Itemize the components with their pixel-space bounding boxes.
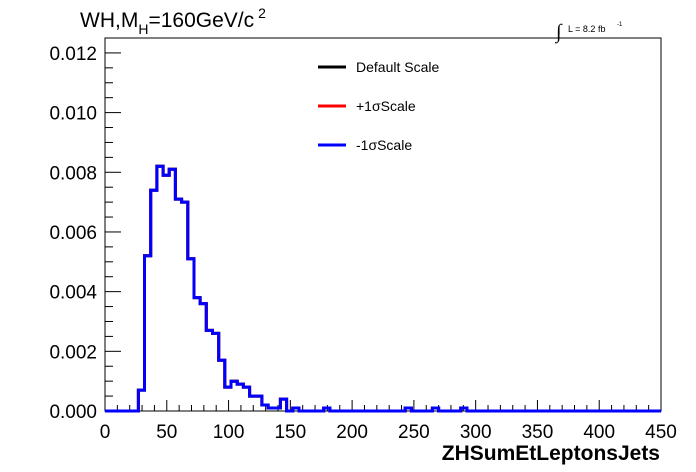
y-tick-label: 0.008 — [49, 163, 97, 184]
y-tick-label: 0.000 — [49, 402, 97, 423]
legend: Default Scale +1σScale -1σScale — [318, 59, 439, 153]
x-tick-label: 250 — [398, 422, 430, 443]
luminosity-text: L = 8.2 fb — [568, 24, 605, 34]
title-subscript: H — [138, 21, 148, 37]
x-tick-label: 150 — [274, 422, 306, 443]
title-main: WH,MH=160GeV/c 2 — [80, 5, 266, 37]
x-tick-label: 450 — [645, 422, 677, 443]
x-tick-label: 200 — [336, 422, 368, 443]
series-minus1sigma-line — [105, 164, 661, 413]
legend-label-minus1sigma: -1σScale — [356, 137, 412, 153]
series-lines — [105, 164, 661, 413]
x-tick-label: 350 — [522, 422, 554, 443]
y-tick-label: 0.012 — [49, 44, 97, 65]
legend-label-plus1sigma: +1σScale — [356, 98, 416, 114]
title-superscript: 2 — [258, 5, 266, 21]
x-tick-label: 300 — [460, 422, 492, 443]
title-main-text: =160GeV/c — [148, 9, 254, 32]
x-tick-label: 50 — [156, 422, 177, 443]
y-tick-label: 0.004 — [49, 283, 97, 304]
x-tick-label: 100 — [213, 422, 245, 443]
x-tick-label: 0 — [100, 422, 111, 443]
y-axis: 0.000 0.002 0.004 0.006 0.008 0.010 0.012 — [49, 37, 121, 423]
integral-symbol: ∫ — [554, 21, 563, 44]
chart-title: WH,MH=160GeV/c 2 — [80, 5, 266, 37]
x-axis: 0 50 100 150 200 250 300 350 400 450 — [100, 400, 677, 443]
title-prefix: WH,M — [80, 9, 138, 32]
x-axis-label: ZHSumEtLeptonsJets — [442, 442, 660, 465]
luminosity-superscript: -1 — [617, 22, 623, 28]
y-tick-label: 0.010 — [49, 104, 97, 125]
x-tick-label: 400 — [583, 422, 615, 443]
luminosity-label: ∫ L = 8.2 fb -1 — [554, 21, 623, 44]
y-tick-label: 0.006 — [49, 223, 97, 244]
legend-label-default: Default Scale — [356, 59, 439, 75]
y-tick-label: 0.002 — [49, 342, 97, 363]
